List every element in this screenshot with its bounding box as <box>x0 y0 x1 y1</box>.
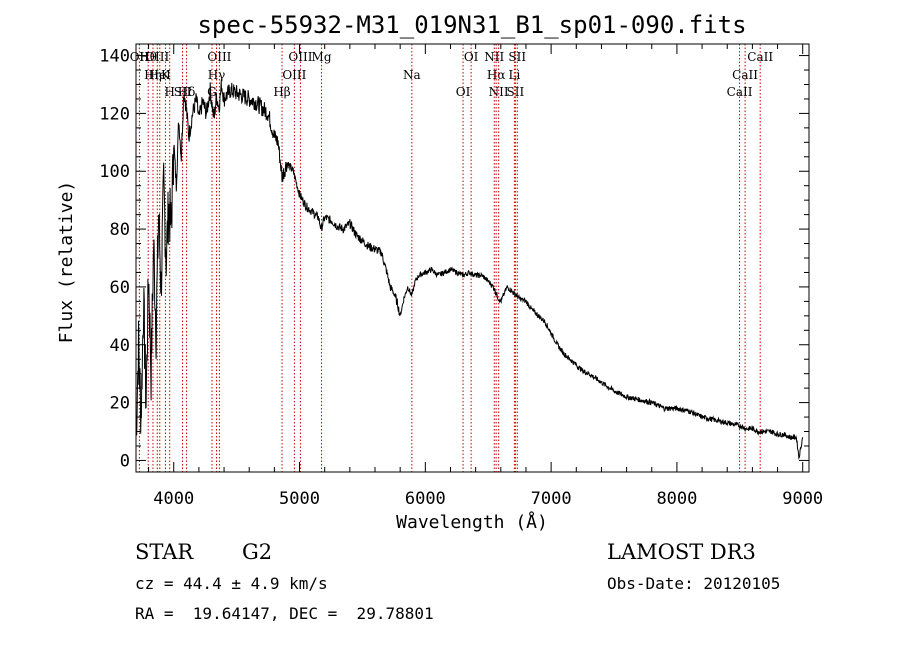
spectral-line-label: Hδ <box>178 85 196 99</box>
y-tick-label: 40 <box>110 336 130 356</box>
spectral-line-label: CaII <box>747 50 773 64</box>
y-tick-label: 100 <box>99 162 130 182</box>
chart-title: spec-55932-M31_019N31_B1_sp01-090.fits <box>197 11 746 39</box>
spectral-line-label: OI <box>464 50 479 64</box>
spectral-line-label: Hθ <box>139 50 157 64</box>
y-tick-label: 20 <box>110 394 130 414</box>
spectral-line-markers: HθKHδOIIHeISIIOIIIHηHOIIIHγGOIIIOIIIHβMg… <box>130 44 773 472</box>
spectral-line-label: Hγ <box>208 68 226 82</box>
spectral-line-label: Hα <box>487 68 506 82</box>
y-tick-label: 120 <box>99 104 130 124</box>
x-tick-label: 6000 <box>405 489 446 509</box>
spectral-line-label: Li <box>508 68 520 82</box>
plot-frame <box>135 43 810 473</box>
survey-name: LAMOST DR3 <box>607 540 756 564</box>
spectral-line-label: H <box>164 85 174 99</box>
y-axis-label: Flux (relative) <box>56 181 77 344</box>
spectral-line-label: OI <box>456 85 471 99</box>
spectral-line-label: HeI <box>149 68 172 82</box>
spectral-line-label: NII <box>484 50 504 64</box>
redshift-velocity: cz = 44.4 ± 4.9 km/s <box>135 574 328 593</box>
object-subclass: G2 <box>242 540 273 564</box>
spectral-line-label: G <box>207 85 217 99</box>
spectral-line-label: OIII <box>207 50 231 64</box>
x-tick-label: 9000 <box>782 489 823 509</box>
y-tick-label: 140 <box>99 47 130 67</box>
y-tick-label: 80 <box>110 220 130 240</box>
flux-series-line <box>135 80 804 461</box>
spectral-line-label: NII <box>489 85 509 99</box>
spectral-line-label: SII <box>507 85 525 99</box>
y-tick-label: 0 <box>120 451 130 471</box>
x-tick-label: 4000 <box>153 489 194 509</box>
spectral-line-label: Na <box>403 68 421 82</box>
x-tick-label: 8000 <box>656 489 697 509</box>
spectral-line-label: OIII <box>288 50 312 64</box>
spectral-line-label: SII <box>508 50 526 64</box>
spectral-line-label: SII <box>174 85 192 99</box>
x-axis-label: Wavelength (Å) <box>396 511 548 533</box>
y-tick-label: 60 <box>110 278 130 298</box>
spectral-line-label: Hβ <box>273 85 290 99</box>
spectral-line-label: K <box>161 68 171 82</box>
x-tick-label: 5000 <box>279 489 320 509</box>
observation-date: Obs-Date: 20120105 <box>607 574 781 593</box>
x-tick-label: 7000 <box>531 489 572 509</box>
spectral-line-label: CaII <box>732 68 758 82</box>
spectral-line-label: OIII <box>282 68 306 82</box>
axis-ticks: 4000 5000 6000 7000 8000 9000 0 20 40 60 80 100 120 1… <box>99 44 823 509</box>
spectral-line-label: OII <box>130 50 150 64</box>
spectral-line-label: CaII <box>727 85 753 99</box>
sky-coordinates: RA = 19.64147, DEC = 29.78801 <box>135 604 434 623</box>
spectral-line-label: Mg <box>312 50 332 64</box>
object-class: STAR <box>135 540 194 564</box>
spectral-line-label: Hη <box>144 68 162 82</box>
spectral-line-label: OIII <box>145 50 169 64</box>
